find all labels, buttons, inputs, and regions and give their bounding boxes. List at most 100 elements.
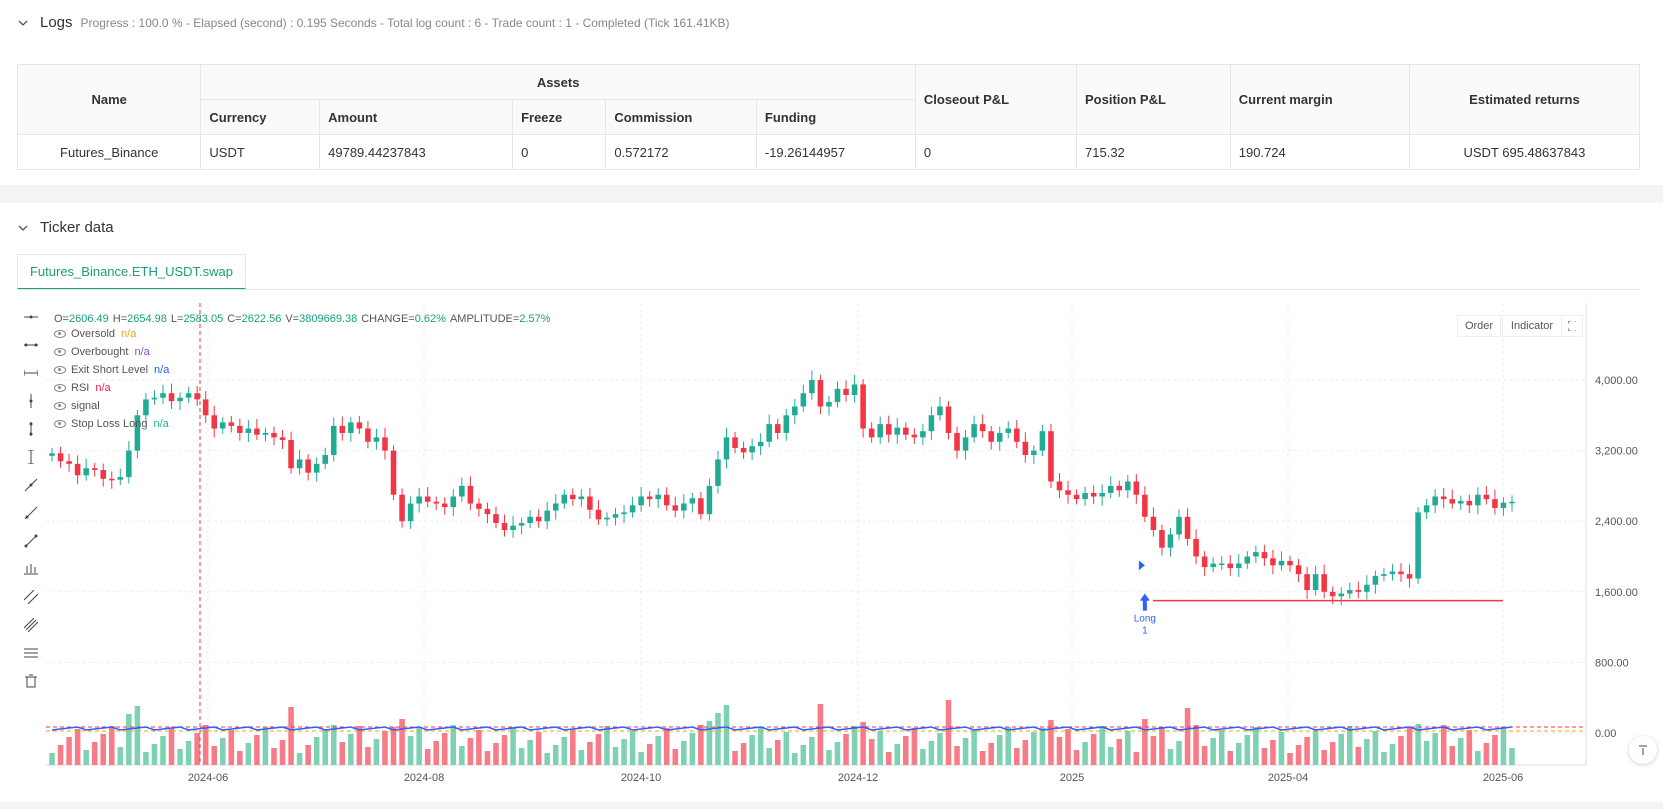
volume-bar bbox=[1253, 727, 1259, 765]
parallel-channel-icon[interactable] bbox=[20, 587, 42, 607]
x-tick-label: 2024-06 bbox=[188, 772, 228, 784]
candle bbox=[1475, 494, 1481, 506]
legend-item[interactable]: Oversold n/a bbox=[54, 325, 551, 343]
candle bbox=[1253, 552, 1259, 557]
eye-icon[interactable] bbox=[54, 348, 66, 356]
cell-amount: 49789.44237843 bbox=[319, 134, 514, 170]
vertical-ray-icon[interactable] bbox=[20, 419, 42, 439]
volume-bar bbox=[83, 750, 89, 765]
trash-icon[interactable] bbox=[20, 671, 42, 691]
header-margin: Current margin bbox=[1229, 64, 1410, 135]
candle bbox=[202, 399, 209, 416]
volume-bar bbox=[1210, 738, 1216, 765]
segment-line-icon[interactable] bbox=[20, 531, 42, 551]
legend-item[interactable]: signal bbox=[54, 397, 551, 415]
legend-item[interactable]: Overbought n/a bbox=[54, 343, 551, 361]
header-commission: Commission bbox=[605, 99, 757, 135]
candle bbox=[544, 510, 550, 522]
order-button[interactable]: Order bbox=[1457, 315, 1501, 337]
candle bbox=[1440, 496, 1447, 500]
scroll-to-latest-icon[interactable] bbox=[1629, 736, 1657, 764]
vertical-segment-icon[interactable] bbox=[20, 447, 42, 467]
volume-bar bbox=[698, 725, 704, 765]
candle bbox=[1236, 563, 1242, 568]
ticker-panel: Ticker data bbox=[0, 203, 1663, 803]
eye-icon[interactable] bbox=[54, 384, 66, 392]
horizontal-line-icon[interactable] bbox=[20, 307, 42, 327]
volume-bar bbox=[757, 727, 764, 765]
extended-line-icon[interactable] bbox=[20, 363, 42, 383]
volume-bar bbox=[1509, 748, 1515, 765]
candle bbox=[826, 402, 832, 407]
volume-bar bbox=[484, 751, 491, 765]
volume-bar bbox=[1483, 743, 1490, 765]
candle bbox=[194, 393, 200, 400]
volume-bar bbox=[877, 731, 883, 765]
logs-header[interactable]: Logs Progress : 100.0 % - Elapsed (secon… bbox=[18, 14, 730, 31]
ohlc-amplitude: 2.57% bbox=[519, 313, 551, 325]
chevron-down-icon[interactable] bbox=[18, 18, 28, 28]
candle bbox=[663, 494, 670, 506]
volume-bar bbox=[996, 735, 1003, 765]
indicator-button[interactable]: Indicator bbox=[1502, 315, 1562, 337]
fib-retracement-icon[interactable] bbox=[20, 643, 42, 663]
volume-bar bbox=[219, 738, 226, 765]
candle bbox=[348, 422, 354, 433]
eye-icon[interactable] bbox=[54, 420, 66, 428]
candle bbox=[1073, 494, 1080, 500]
volume-bar bbox=[1329, 742, 1336, 765]
candle bbox=[527, 516, 533, 523]
legend-item[interactable]: Stop Loss Long n/a bbox=[54, 415, 551, 433]
candle bbox=[587, 496, 593, 510]
candle bbox=[552, 503, 559, 511]
legend-value: n/a bbox=[121, 328, 137, 340]
eye-icon[interactable] bbox=[54, 402, 66, 410]
candle bbox=[1244, 556, 1251, 564]
candle bbox=[749, 446, 755, 453]
candle bbox=[1014, 428, 1020, 442]
candle bbox=[219, 422, 226, 429]
pitchfork-icon[interactable] bbox=[20, 615, 42, 635]
fullscreen-icon[interactable] bbox=[1561, 315, 1583, 337]
candle bbox=[894, 427, 901, 435]
legend-item[interactable]: RSI n/a bbox=[54, 379, 551, 397]
price-chart[interactable]: 4,000.00 3,200.00 2,400.00 1,600.00 800.00 0.… bbox=[0, 303, 1663, 800]
legend-label: RSI bbox=[71, 382, 90, 394]
volume-bar bbox=[330, 725, 337, 765]
x-tick-label: 2024-10 bbox=[621, 772, 661, 784]
candle bbox=[424, 496, 431, 502]
vertical-line-icon[interactable] bbox=[20, 391, 42, 411]
volume-bar bbox=[433, 741, 439, 765]
eye-icon[interactable] bbox=[54, 366, 66, 374]
tab-eth-usdt-swap[interactable]: Futures_Binance.ETH_USDT.swap bbox=[17, 254, 246, 290]
candle bbox=[160, 393, 166, 398]
horizontal-ray-icon[interactable] bbox=[20, 335, 42, 355]
trend-line-icon[interactable] bbox=[20, 475, 42, 495]
candle bbox=[356, 422, 363, 429]
candle bbox=[382, 437, 388, 451]
volume-bar bbox=[1133, 752, 1140, 765]
volume-bar bbox=[1125, 731, 1131, 765]
candle bbox=[1492, 499, 1498, 508]
candle bbox=[1372, 575, 1379, 585]
candle bbox=[1500, 502, 1507, 508]
volume-bar bbox=[151, 744, 158, 765]
candle bbox=[962, 437, 969, 451]
candle bbox=[954, 432, 960, 451]
chevron-down-icon[interactable] bbox=[18, 223, 28, 233]
candle bbox=[1193, 538, 1199, 557]
ray-line-icon[interactable] bbox=[20, 503, 42, 523]
volume-bar bbox=[1372, 731, 1379, 765]
ohlc-low: 2583.05 bbox=[183, 313, 224, 325]
candle bbox=[117, 477, 124, 480]
eye-icon[interactable] bbox=[54, 330, 66, 338]
legend-item[interactable]: Exit Short Level n/a bbox=[54, 361, 551, 379]
ticker-header[interactable]: Ticker data bbox=[18, 219, 114, 236]
volume-bar bbox=[1347, 726, 1353, 765]
volume-bar bbox=[587, 742, 593, 765]
candle bbox=[407, 503, 414, 522]
volume-bar bbox=[945, 700, 952, 765]
candle bbox=[1389, 571, 1396, 575]
volume-bar bbox=[459, 746, 465, 765]
price-range-icon[interactable] bbox=[20, 559, 42, 579]
